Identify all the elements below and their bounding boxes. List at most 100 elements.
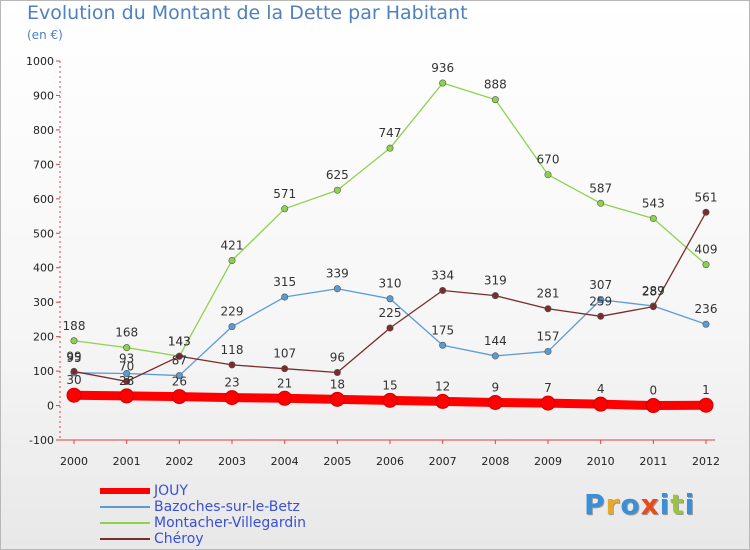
y-tick-label: 500	[33, 227, 54, 240]
data-point	[544, 305, 552, 313]
data-point	[70, 367, 78, 375]
data-label: 93	[119, 352, 134, 366]
logo-letter: o	[620, 488, 641, 521]
data-point	[333, 186, 341, 194]
data-label: 96	[330, 350, 345, 364]
data-point	[439, 79, 447, 87]
x-tick-label: 2009	[534, 455, 562, 468]
data-point	[281, 293, 289, 301]
y-tick-label: 700	[33, 158, 54, 171]
data-point	[224, 390, 240, 406]
data-point	[540, 395, 556, 411]
data-label: 747	[379, 126, 402, 140]
data-label: 571	[273, 187, 296, 201]
data-label: 99	[66, 349, 81, 363]
y-tick-label: 600	[33, 193, 54, 206]
x-tick-label: 2007	[429, 455, 457, 468]
data-point	[702, 320, 710, 328]
data-point	[386, 295, 394, 303]
legend-swatch-jouy	[100, 488, 150, 494]
chart-subtitle: (en €)	[27, 28, 63, 42]
y-tick-label: 0	[47, 400, 54, 413]
legend-label-bazoches: Bazoches-sur-le-Betz	[154, 499, 300, 515]
data-label: 12	[435, 379, 450, 393]
data-label: 107	[273, 347, 296, 361]
data-point	[702, 261, 710, 269]
data-label: 287	[642, 285, 665, 299]
x-tick-label: 2008	[481, 455, 509, 468]
data-label: 168	[115, 326, 138, 340]
data-label: 143	[168, 334, 191, 348]
data-point	[119, 388, 135, 404]
chart-title: Evolution du Montant de la Dette par Hab…	[27, 2, 468, 24]
logo-letter: i	[684, 488, 696, 521]
x-tick-label: 2004	[271, 455, 299, 468]
logo-letter: P	[584, 488, 606, 521]
data-point	[597, 312, 605, 320]
data-point	[329, 391, 345, 407]
data-label: 87	[172, 354, 187, 368]
x-tick-label: 2001	[113, 455, 141, 468]
data-label: 157	[537, 329, 560, 343]
y-tick-label: -100	[29, 434, 54, 447]
data-point	[491, 96, 499, 104]
data-point	[698, 397, 714, 413]
data-point	[281, 205, 289, 213]
legend-label-jouy: JOUY	[154, 483, 188, 499]
data-point	[66, 387, 82, 403]
data-point	[175, 352, 183, 360]
x-tick-label: 2012	[692, 455, 720, 468]
data-label: 95	[66, 351, 81, 365]
data-point	[171, 389, 187, 405]
data-label: 18	[330, 377, 345, 391]
data-label: 561	[695, 190, 718, 204]
x-tick-label: 2000	[60, 455, 88, 468]
data-label: 315	[273, 275, 296, 289]
data-label: 0	[650, 384, 658, 398]
data-label: 143	[168, 334, 191, 348]
x-tick-label: 2005	[323, 455, 351, 468]
logo-letter: i	[659, 488, 671, 521]
data-label: 259	[589, 294, 612, 308]
data-point	[645, 398, 661, 414]
logo-letter: t	[670, 488, 685, 521]
data-label: 236	[695, 302, 718, 316]
data-label: 421	[221, 238, 244, 252]
data-label: 409	[695, 243, 718, 257]
y-tick-label: 900	[33, 89, 54, 102]
data-point	[491, 292, 499, 300]
data-point	[597, 296, 605, 304]
legend-label-cheroy: Chéroy	[154, 531, 204, 547]
data-point	[544, 347, 552, 355]
data-label: 888	[484, 78, 507, 92]
y-tick-label: 400	[33, 262, 54, 275]
data-point	[386, 144, 394, 152]
data-point	[649, 303, 657, 311]
data-label: 334	[431, 268, 454, 282]
data-point	[333, 368, 341, 376]
data-point	[439, 286, 447, 294]
proxiti-logo: Proxiti	[584, 488, 695, 521]
y-tick-label: 100	[33, 365, 54, 378]
data-label: 1	[702, 383, 710, 397]
data-label: 229	[221, 305, 244, 319]
data-point	[123, 370, 131, 378]
data-label: 4	[597, 382, 605, 396]
data-label: 9	[492, 380, 500, 394]
data-point	[435, 393, 451, 409]
legend-swatch-montacher	[100, 522, 150, 524]
data-label: 144	[484, 334, 507, 348]
data-label: 175	[431, 323, 454, 337]
legend-swatch-cheroy	[100, 538, 150, 540]
data-label: 670	[537, 153, 560, 167]
data-point	[277, 390, 293, 406]
data-point	[281, 365, 289, 373]
data-label: 936	[431, 61, 454, 75]
data-label: 70	[119, 359, 134, 373]
y-tick-label: 1000	[26, 55, 54, 68]
data-label: 15	[382, 378, 397, 392]
data-label: 7	[544, 381, 552, 395]
data-point	[228, 361, 236, 369]
data-point	[333, 285, 341, 293]
